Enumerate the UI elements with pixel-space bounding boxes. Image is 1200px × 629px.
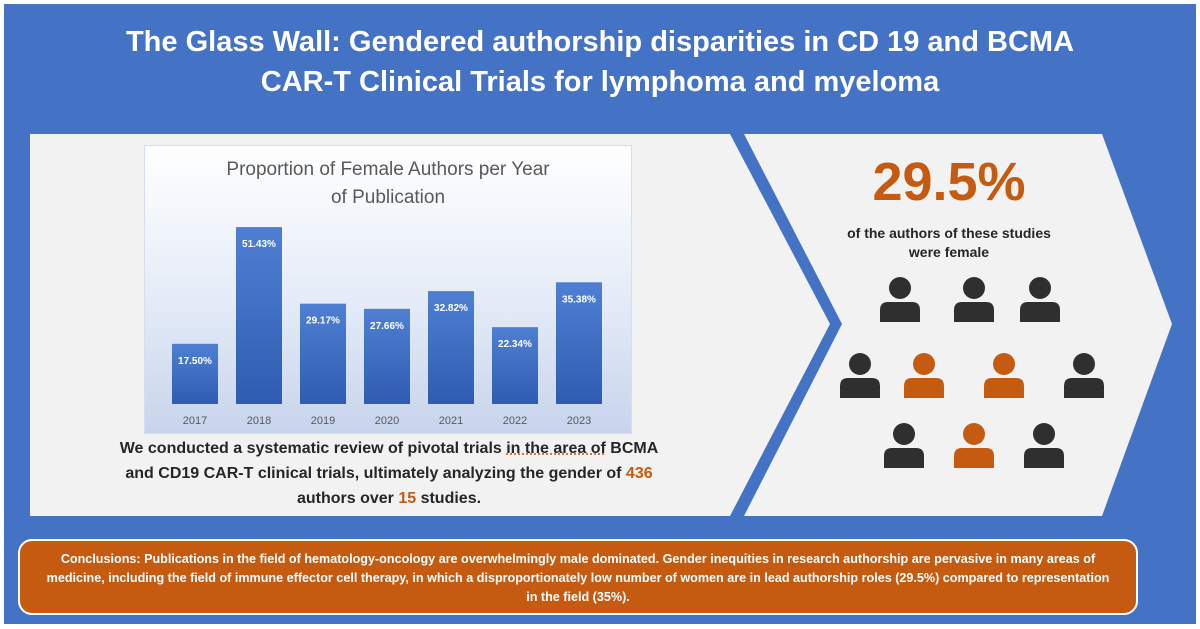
bar-2020 (364, 308, 410, 404)
title-line-1: The Glass Wall: Gendered authorship disp… (125, 26, 1075, 58)
bar-2022 (492, 327, 538, 404)
chart-title: Proportion of Female Authors per Year of… (145, 156, 631, 212)
conclusions-box: Conclusions: Publications in the field o… (18, 539, 1138, 615)
bar-chart: Proportion of Female Authors per Year of… (144, 145, 632, 434)
bar-chart-plot: 17.50% 2017 51.43% 2018 29.17% 2019 27.66% 2020… (172, 227, 602, 427)
female-percent: 29.5% (872, 152, 1026, 212)
conclusions-text: Conclusions: Publications in the field o… (46, 552, 1110, 604)
bar-label-2022: 22.34% (498, 339, 532, 350)
percent-caption: of the authors of these studies were fem… (814, 224, 1084, 262)
x-tick-2020: 2020 (375, 415, 399, 427)
bar-label-2023: 35.38% (562, 294, 596, 305)
bar-label-2020: 27.66% (370, 321, 404, 332)
x-tick-2017: 2017 (183, 415, 207, 427)
bar-2018 (236, 227, 282, 404)
x-tick-2019: 2019 (311, 415, 335, 427)
bar-2021 (428, 291, 474, 404)
right-chevron-panel (744, 134, 1172, 516)
x-tick-2018: 2018 (247, 415, 271, 427)
x-tick-2022: 2022 (503, 415, 527, 427)
bar-2019 (300, 303, 346, 404)
percent-caption-line-1: of the authors of these studies (847, 225, 1051, 241)
chart-title-line-2: of Publication (330, 187, 446, 208)
bar-2017 (172, 343, 218, 404)
infographic-frame: The Glass Wall: Gendered authorship disp… (4, 4, 1196, 624)
bar-2023 (556, 282, 602, 404)
x-tick-2023: 2023 (567, 415, 591, 427)
x-tick-2021: 2021 (439, 415, 463, 427)
summary-text: We conducted a systematic review of pivo… (119, 440, 659, 507)
bar-label-2017: 17.50% (178, 356, 212, 367)
bar-label-2019: 29.17% (306, 316, 340, 327)
percent-caption-line-2: were female (908, 244, 990, 260)
authors-count: 436 (625, 465, 653, 482)
bar-label-2018: 51.43% (242, 239, 276, 250)
studies-count: 15 (398, 490, 417, 507)
bar-label-2021: 32.82% (434, 303, 468, 314)
title-line-2: CAR-T Clinical Trials for lymphoma and m… (260, 66, 940, 98)
chart-title-line-1: Proportion of Female Authors per Year (226, 159, 550, 180)
page-title: The Glass Wall: Gendered authorship disp… (4, 22, 1196, 102)
summary-underlined: in the area of (506, 440, 606, 457)
